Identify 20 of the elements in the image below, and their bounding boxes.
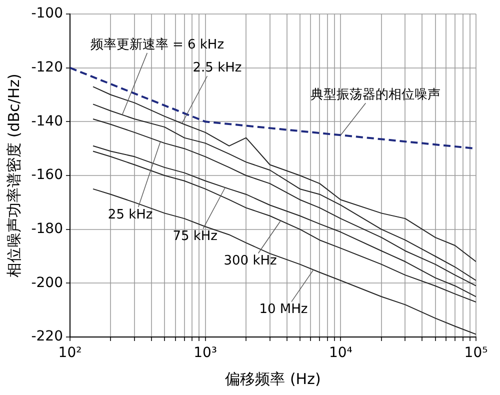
y-axis-title: 相位噪声功率谱密度 (dBc/Hz) <box>4 74 23 278</box>
annotation: 2.5 kHz <box>192 60 242 76</box>
y-tick-label: -220 <box>31 328 63 345</box>
y-tick-label: -100 <box>31 6 63 22</box>
annotation: 典型振荡器的相位噪声 <box>310 88 441 102</box>
y-tick-label: -180 <box>31 220 63 237</box>
y-tick-label: -120 <box>31 59 63 76</box>
annotation: 10 MHz <box>259 302 308 318</box>
annotation: 频率更新速率 = 6 kHz <box>90 36 224 52</box>
x-tick-label: 10⁴ <box>328 345 353 362</box>
annotation: 25 kHz <box>108 207 153 222</box>
y-tick-label: -140 <box>31 113 63 130</box>
annotation: 300 kHz <box>224 254 277 269</box>
x-axis-title: 偏移频率 (Hz) <box>225 370 321 388</box>
x-tick-label: 10³ <box>194 345 218 362</box>
annotation: 75 kHz <box>172 229 218 244</box>
y-tick-label: -160 <box>31 167 63 184</box>
x-tick-label: 10² <box>58 345 82 362</box>
x-tick-label: 10⁵ <box>464 345 488 362</box>
y-tick-label: -200 <box>31 274 63 291</box>
